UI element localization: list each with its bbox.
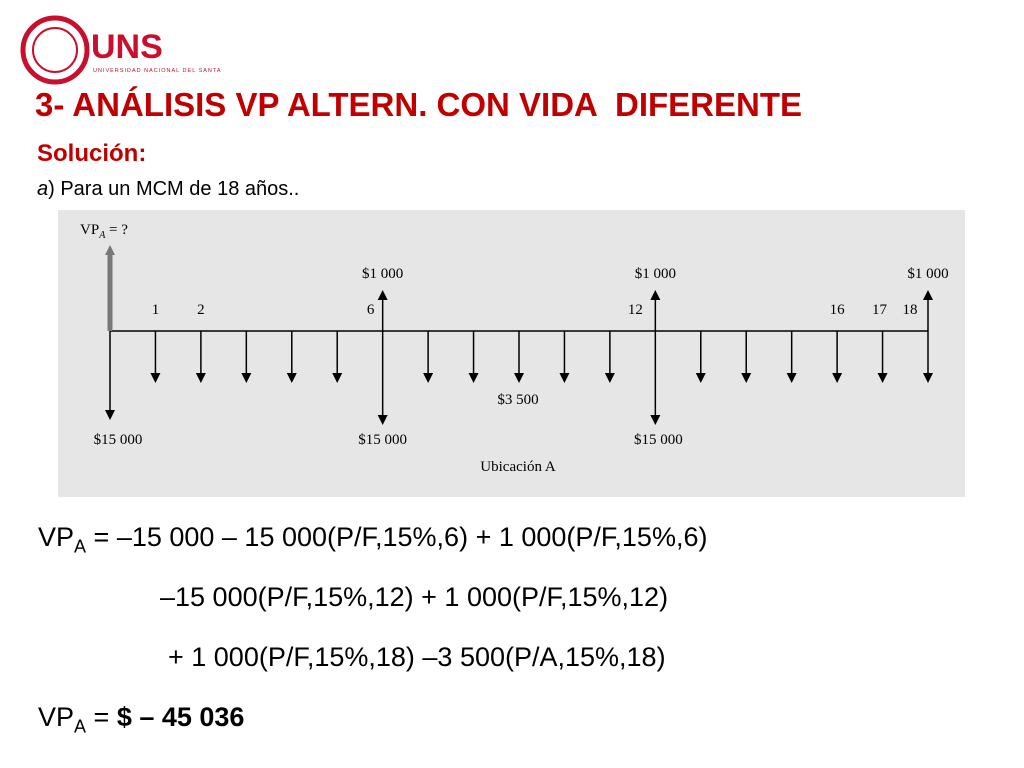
cost-label: $15 000 [94, 432, 143, 448]
arrow-head [604, 373, 615, 383]
eq-rest: = [86, 702, 117, 732]
eq-main: VP [38, 702, 75, 732]
eq-main: VP [38, 522, 75, 552]
eq-sub: A [74, 716, 87, 737]
cost-label: $15 000 [634, 432, 683, 448]
period-label: 18 [903, 302, 918, 318]
period-label: 2 [197, 302, 205, 318]
equation-line: VPA = –15 000 – 15 000(P/F,15%,6) + 1 00… [38, 522, 707, 557]
eq-rest: = –15 000 – 15 000(P/F,15%,6) + 1 000(P/… [86, 522, 708, 552]
arrow-head [877, 373, 888, 383]
pv-label: VPA = ? [80, 222, 128, 241]
period-label: 17 [872, 302, 888, 318]
equation-line: + 1 000(P/F,15%,18) –3 500(P/A,15%,18) [168, 642, 666, 672]
arrow-head [105, 245, 115, 255]
equation-result: VPA = $ – 45 036 [38, 702, 244, 737]
pv-main: VP [80, 222, 99, 238]
arrow-head [377, 290, 388, 300]
pv-sub: A [98, 230, 106, 241]
arrow-head [195, 373, 206, 383]
intro-text: ) Para un MCM de 18 años.. [48, 178, 300, 200]
arrow-head [241, 373, 252, 383]
diagram-background [58, 210, 965, 497]
annual-label: $3 500 [497, 392, 538, 408]
eq-sub: A [74, 536, 87, 557]
arrow-head [423, 373, 434, 383]
arrow-head [695, 373, 706, 383]
arrow-head [923, 290, 933, 300]
period-label: 12 [628, 302, 643, 318]
logo-subtext: UNIVERSIDAD NACIONAL DEL SANTA [93, 68, 222, 74]
period-label: 16 [830, 302, 846, 318]
arrow-head [468, 373, 479, 383]
period-label: 6 [367, 302, 375, 318]
subtitle: Solución: [37, 140, 147, 167]
caption: Ubicación A [480, 459, 556, 475]
receipt-label: $1 000 [907, 266, 948, 282]
cost-label: $15 000 [358, 432, 407, 448]
receipt-label: $1 000 [635, 266, 676, 282]
arrow-head [923, 373, 933, 383]
arrow-head [514, 373, 524, 383]
arrow-head [786, 373, 797, 383]
arrow-head [286, 373, 297, 383]
equation-line: –15 000(P/F,15%,12) + 1 000(P/F,15%,12) [160, 582, 669, 612]
logo-text: UNS [91, 28, 163, 66]
arrow-head [741, 373, 752, 383]
arrow-head [105, 410, 115, 420]
arrow-head [650, 415, 661, 425]
receipt-label: $1 000 [362, 266, 403, 282]
intro: a) Para un MCM de 18 años.. [37, 178, 299, 201]
arrow-head [832, 373, 843, 383]
period-label: 1 [152, 302, 160, 318]
arrow-head [559, 373, 570, 383]
title: 3- ANÁLISIS VP ALTERN. CON VIDA DIFERENT… [35, 86, 803, 123]
pv-rest: = ? [105, 222, 128, 238]
arrow-head [332, 373, 343, 383]
logo-seal-inner [32, 27, 78, 73]
arrow-head [650, 290, 661, 300]
arrow-head [150, 373, 161, 383]
arrow-head [377, 415, 388, 425]
intro-letter: a [37, 178, 49, 200]
eq-value: $ – 45 036 [116, 702, 245, 732]
